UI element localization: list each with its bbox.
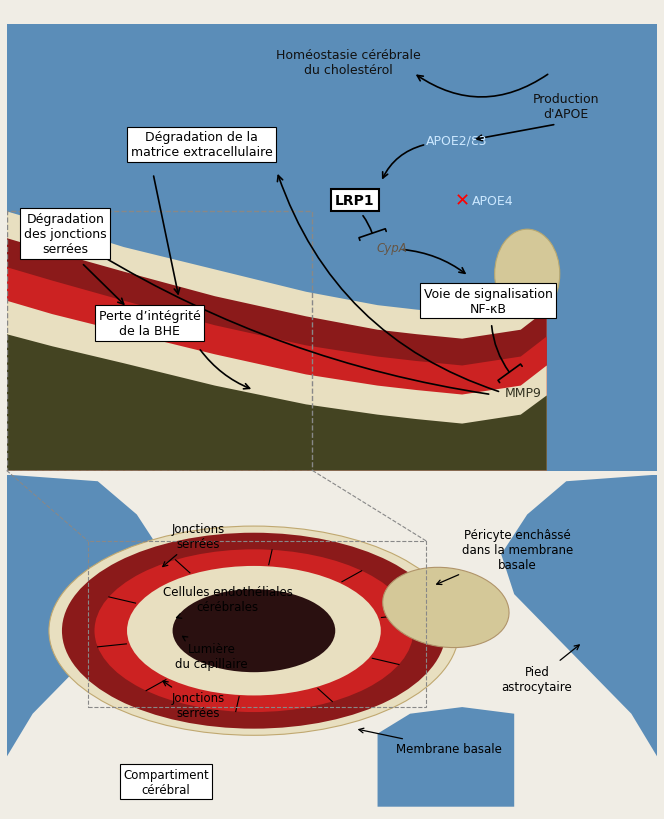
Circle shape (94, 550, 414, 713)
Text: Cellules endothéliales
cérébrales: Cellules endothéliales cérébrales (163, 586, 293, 618)
Text: Péricyte enchâssé
dans la membrane
basale: Péricyte enchâssé dans la membrane basal… (437, 528, 573, 585)
Ellipse shape (382, 568, 509, 648)
Text: Pied
astrocytaire: Pied astrocytaire (501, 645, 579, 693)
FancyBboxPatch shape (7, 475, 657, 807)
Text: APOE4: APOE4 (472, 194, 513, 207)
Text: Membrane basale: Membrane basale (359, 728, 502, 755)
Text: Dégradation de la
matrice extracellulaire: Dégradation de la matrice extracellulair… (131, 131, 273, 159)
Polygon shape (7, 212, 546, 471)
Text: ✕: ✕ (455, 192, 469, 210)
Polygon shape (7, 239, 546, 471)
Circle shape (173, 590, 335, 672)
Polygon shape (7, 268, 546, 471)
Text: Jonctions
serrées: Jonctions serrées (163, 681, 225, 720)
Ellipse shape (495, 230, 560, 319)
Text: MMP9: MMP9 (505, 387, 541, 400)
Polygon shape (501, 475, 657, 757)
Polygon shape (378, 707, 514, 807)
Text: Production
d'APOE: Production d'APOE (533, 93, 600, 121)
Text: Jonctions
serrées: Jonctions serrées (163, 523, 225, 567)
Text: Dégradation
des jonctions
serrées: Dégradation des jonctions serrées (24, 213, 106, 256)
Text: CypA: CypA (376, 242, 407, 254)
Polygon shape (7, 335, 546, 471)
Text: Perte d’intégrité
de la BHE: Perte d’intégrité de la BHE (99, 310, 201, 337)
Circle shape (49, 527, 459, 735)
Text: Lumière
du capillaire: Lumière du capillaire (175, 636, 248, 670)
Text: APOE2/Ɛ3: APOE2/Ɛ3 (426, 134, 488, 147)
Text: Voie de signalisation
NF-κB: Voie de signalisation NF-κB (424, 287, 552, 315)
Polygon shape (7, 301, 546, 471)
Text: Homéostasie cérébrale
du cholestérol: Homéostasie cérébrale du cholestérol (276, 48, 420, 76)
Text: Compartiment
cérébral: Compartiment cérébral (124, 768, 209, 796)
FancyBboxPatch shape (7, 25, 657, 471)
Polygon shape (7, 475, 163, 757)
Polygon shape (546, 203, 657, 471)
Circle shape (62, 533, 446, 729)
Circle shape (127, 566, 381, 695)
Text: LRP1: LRP1 (335, 194, 374, 208)
